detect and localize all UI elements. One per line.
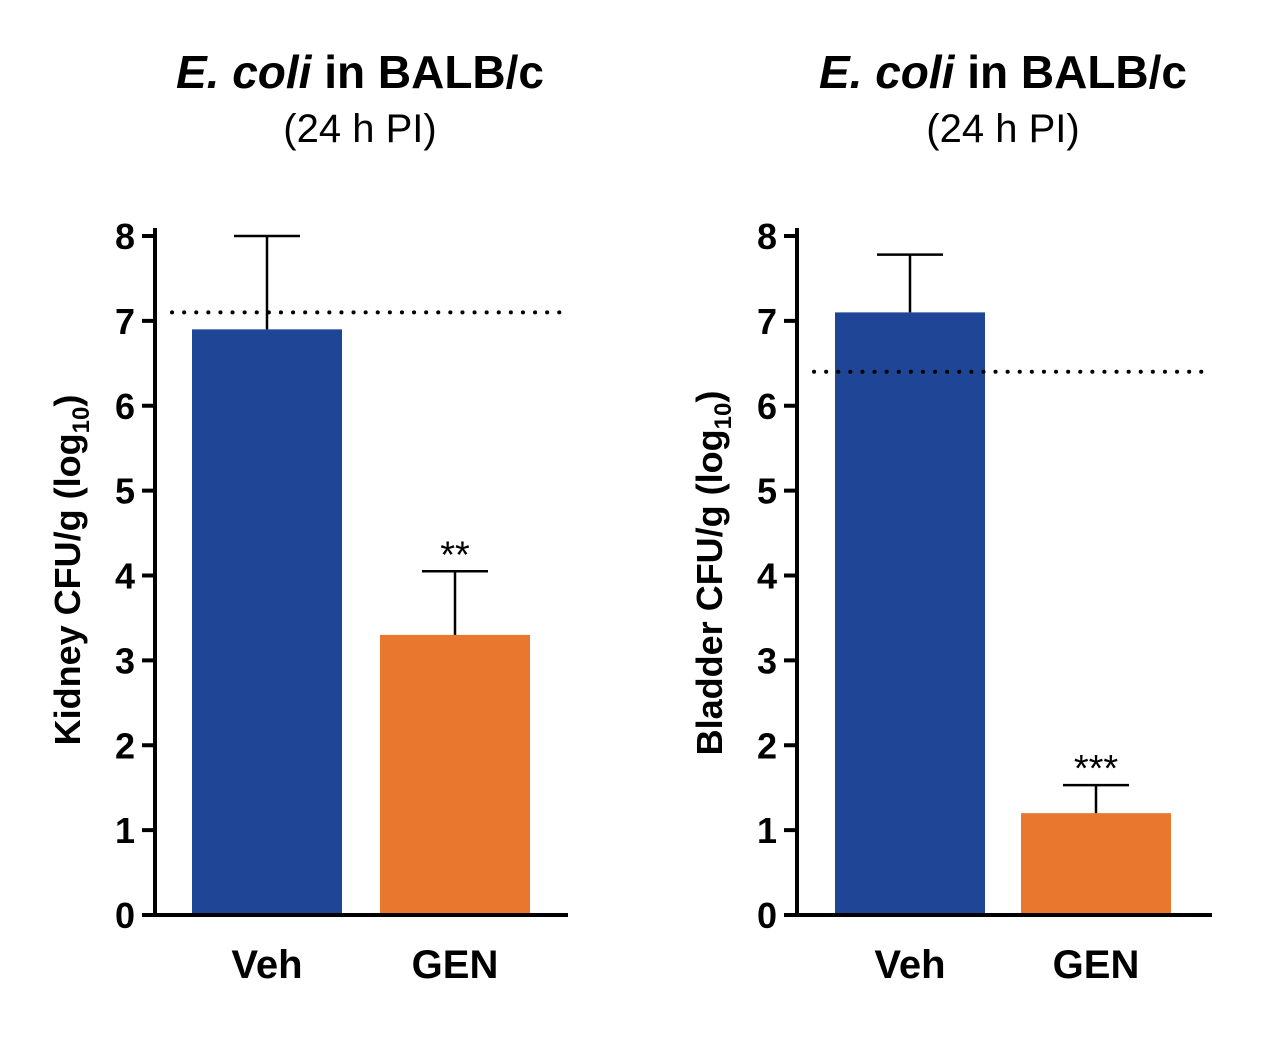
y-tick-label: 8 (115, 216, 135, 257)
x-category-label: Veh (231, 943, 302, 987)
chart-panel-2: E. coli in BALB/c (24 h PI) *** 0 1 2 3 4 5 6 7 8 Ve… (689, 46, 1214, 987)
bar-gen (1021, 813, 1171, 915)
significance-label: ** (440, 534, 470, 576)
y-axis-label-close: ) (47, 395, 88, 407)
x-category-label: GEN (412, 943, 499, 987)
x-category-label: GEN (1053, 943, 1140, 987)
y-tick-label: 1 (757, 810, 777, 851)
y-tick-label: 7 (757, 301, 777, 342)
chart-panel-1: E. coli in BALB/c (24 h PI) ** 0 1 2 3 4 5 6 7 8 Veh… (47, 46, 570, 987)
bar-veh (835, 312, 985, 915)
y-tick-label: 6 (115, 386, 135, 427)
y-tick-label: 4 (115, 556, 135, 597)
y-tick-label: 4 (757, 556, 777, 597)
chart-title-rest: in BALB/c (954, 46, 1187, 98)
chart-title-rest: in BALB/c (311, 46, 544, 98)
bar-veh (192, 329, 342, 915)
y-tick-label: 3 (757, 640, 777, 681)
chart-title-italic: E. coli (176, 46, 313, 98)
chart-title: E. coli in BALB/c (819, 46, 1187, 98)
y-axis-label-subscript: 10 (68, 407, 95, 434)
y-tick-label: 8 (757, 216, 777, 257)
bar-gen (380, 634, 530, 915)
y-tick-label: 6 (757, 386, 777, 427)
y-axis-label-main: Bladder CFU/g (log (689, 429, 730, 755)
y-tick-label: 2 (757, 725, 777, 766)
y-axis-label: Bladder CFU/g (log10) (689, 391, 737, 756)
y-axis-label-subscript: 10 (710, 403, 737, 430)
significance-label: *** (1074, 748, 1119, 790)
y-axis-label: Kidney CFU/g (log10) (47, 395, 95, 746)
y-tick-label: 0 (757, 895, 777, 936)
y-tick-label: 7 (115, 301, 135, 342)
chart-title: E. coli in BALB/c (176, 46, 544, 98)
chart-subtitle: (24 h PI) (926, 107, 1079, 151)
chart-title-italic: E. coli (819, 46, 956, 98)
y-tick-label: 5 (757, 471, 777, 512)
y-axis-label-close: ) (689, 391, 730, 403)
y-tick-label: 5 (115, 471, 135, 512)
y-tick-label: 0 (115, 895, 135, 936)
y-tick-label: 3 (115, 640, 135, 681)
y-axis-label-main: Kidney CFU/g (log (47, 433, 88, 745)
y-tick-label: 1 (115, 810, 135, 851)
y-tick-label: 2 (115, 725, 135, 766)
chart-subtitle: (24 h PI) (283, 107, 436, 151)
x-category-label: Veh (874, 943, 945, 987)
